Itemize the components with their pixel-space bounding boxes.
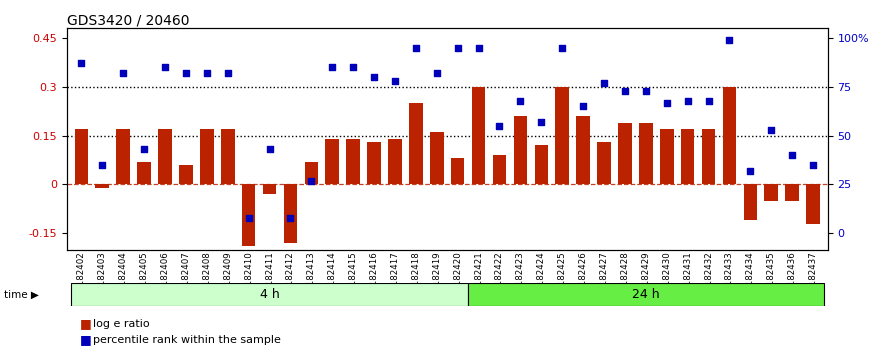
- Point: [785, 152, 799, 158]
- Bar: [346, 139, 360, 184]
- Point: [241, 215, 255, 221]
- Bar: [200, 129, 214, 184]
- Point: [221, 70, 235, 76]
- Bar: [472, 87, 485, 184]
- Point: [765, 127, 779, 133]
- Point: [492, 123, 506, 129]
- Point: [659, 100, 674, 105]
- Point: [534, 119, 548, 125]
- Bar: [555, 87, 569, 184]
- Point: [701, 98, 716, 103]
- Bar: [179, 165, 193, 184]
- Bar: [701, 129, 716, 184]
- Point: [597, 80, 611, 86]
- Bar: [388, 139, 401, 184]
- Bar: [451, 159, 465, 184]
- Point: [430, 70, 444, 76]
- Bar: [242, 184, 255, 246]
- Point: [681, 98, 695, 103]
- Point: [263, 147, 277, 152]
- Bar: [221, 129, 234, 184]
- Bar: [743, 184, 757, 220]
- Point: [199, 70, 214, 76]
- Point: [116, 70, 130, 76]
- FancyBboxPatch shape: [468, 283, 823, 306]
- Bar: [263, 184, 276, 194]
- Text: ■: ■: [80, 318, 92, 330]
- Bar: [430, 132, 443, 184]
- Bar: [681, 129, 694, 184]
- Point: [388, 78, 402, 84]
- Point: [514, 98, 528, 103]
- Point: [74, 61, 88, 66]
- Bar: [577, 116, 590, 184]
- Bar: [514, 116, 527, 184]
- Point: [346, 64, 360, 70]
- Point: [137, 147, 151, 152]
- Bar: [368, 142, 381, 184]
- Bar: [117, 129, 130, 184]
- Point: [723, 37, 737, 43]
- Point: [639, 88, 653, 93]
- Point: [576, 104, 590, 109]
- Text: log e ratio: log e ratio: [93, 319, 150, 329]
- Text: ■: ■: [80, 333, 92, 346]
- Text: 24 h: 24 h: [632, 288, 659, 301]
- Bar: [765, 184, 778, 201]
- Bar: [304, 162, 318, 184]
- Bar: [326, 139, 339, 184]
- Point: [806, 162, 821, 168]
- Text: percentile rank within the sample: percentile rank within the sample: [93, 335, 281, 345]
- Bar: [619, 123, 632, 184]
- Bar: [535, 145, 548, 184]
- Bar: [660, 129, 674, 184]
- Bar: [806, 184, 820, 223]
- Text: time ▶: time ▶: [4, 290, 39, 299]
- Point: [367, 74, 381, 80]
- Bar: [723, 87, 736, 184]
- Point: [472, 45, 486, 51]
- Point: [555, 45, 570, 51]
- Bar: [75, 129, 88, 184]
- Point: [450, 45, 465, 51]
- Point: [158, 64, 172, 70]
- Point: [743, 168, 757, 174]
- Text: GDS3420 / 20460: GDS3420 / 20460: [67, 13, 190, 27]
- Text: 4 h: 4 h: [260, 288, 279, 301]
- Point: [325, 64, 339, 70]
- Bar: [284, 184, 297, 243]
- Point: [304, 178, 319, 183]
- Bar: [158, 129, 172, 184]
- FancyBboxPatch shape: [71, 283, 468, 306]
- Point: [95, 162, 109, 168]
- Point: [409, 45, 423, 51]
- Point: [283, 215, 297, 221]
- Bar: [597, 142, 611, 184]
- Point: [179, 70, 193, 76]
- Bar: [785, 184, 799, 201]
- Bar: [137, 162, 151, 184]
- Bar: [95, 184, 109, 188]
- Bar: [409, 103, 423, 184]
- Bar: [639, 123, 652, 184]
- Point: [618, 88, 632, 93]
- Bar: [493, 155, 506, 184]
